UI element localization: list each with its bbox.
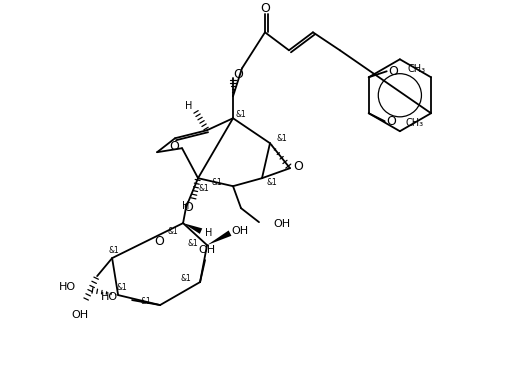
Text: &1: &1: [276, 134, 287, 143]
Text: HO: HO: [101, 292, 118, 302]
Text: H: H: [185, 101, 192, 111]
Text: H: H: [182, 201, 189, 211]
Text: &1: &1: [117, 283, 127, 291]
Text: CH₃: CH₃: [405, 118, 423, 128]
Text: O: O: [292, 160, 302, 173]
Text: H: H: [205, 228, 212, 238]
Text: O: O: [385, 115, 395, 128]
Text: O: O: [233, 68, 242, 81]
Text: O: O: [169, 140, 179, 153]
Text: &1: &1: [109, 246, 119, 255]
Text: &1: &1: [266, 178, 277, 187]
Text: O: O: [387, 65, 397, 78]
Text: HO: HO: [59, 282, 76, 292]
Text: CH₃: CH₃: [407, 64, 425, 74]
Text: &1: &1: [180, 274, 191, 283]
Polygon shape: [207, 231, 231, 245]
Polygon shape: [183, 223, 202, 234]
Text: &1: &1: [167, 227, 178, 235]
Text: OH: OH: [198, 245, 215, 255]
Text: OH: OH: [71, 310, 88, 320]
Text: &1: &1: [198, 184, 209, 193]
Text: &1: &1: [235, 110, 246, 119]
Text: &1: &1: [211, 178, 222, 187]
Text: O: O: [154, 235, 164, 248]
Text: O: O: [183, 201, 192, 214]
Text: &1: &1: [140, 297, 151, 305]
Text: &1: &1: [187, 239, 198, 248]
Text: O: O: [260, 2, 269, 15]
Text: OH: OH: [272, 219, 289, 229]
Text: OH: OH: [231, 226, 248, 236]
